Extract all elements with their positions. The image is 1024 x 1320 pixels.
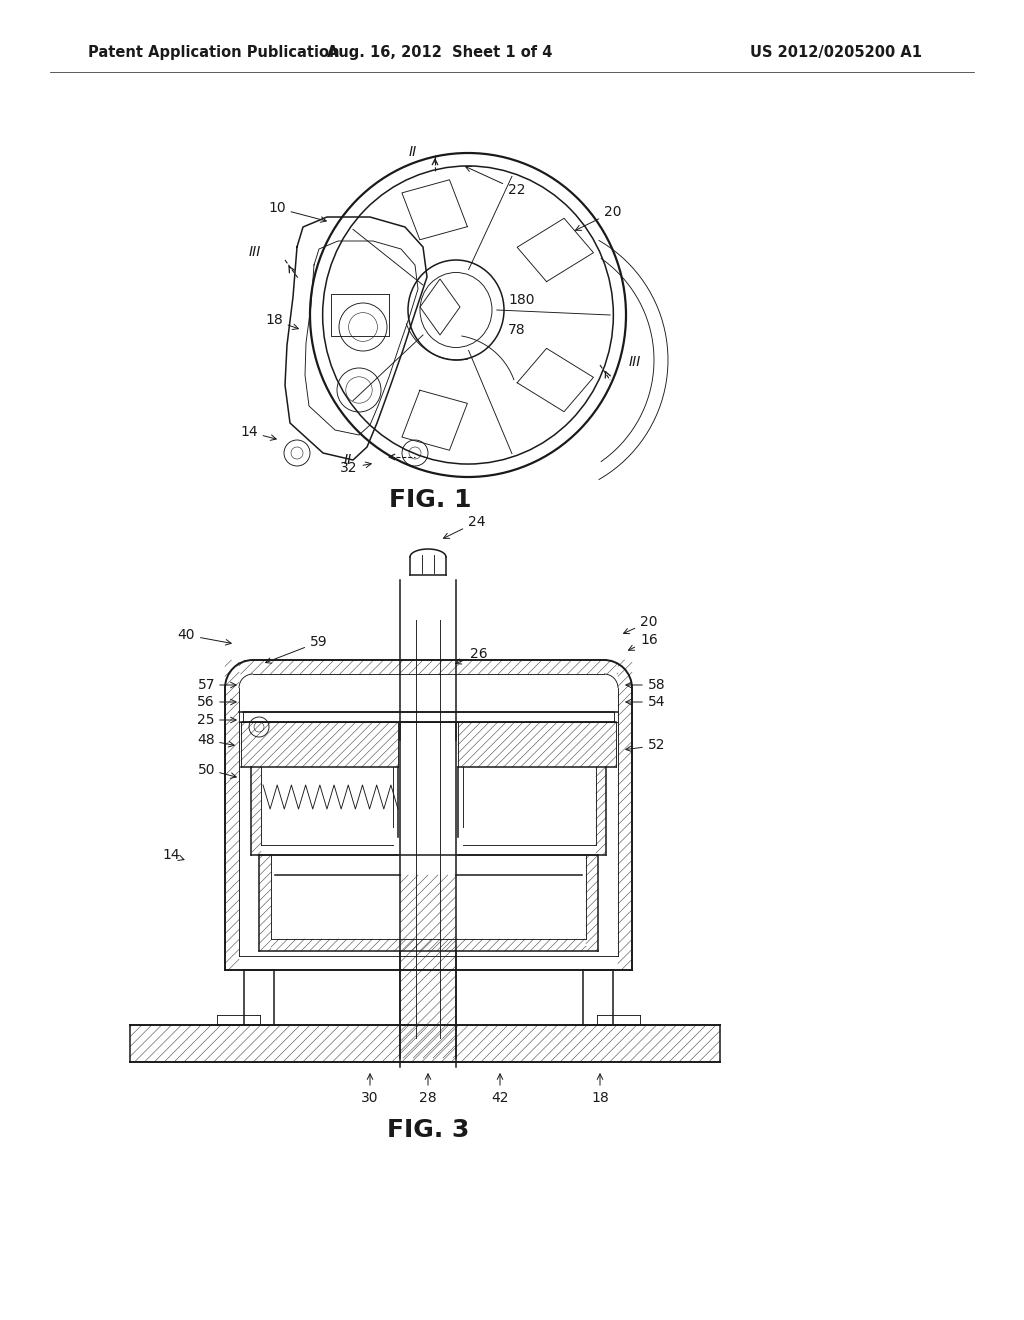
Text: 78: 78 xyxy=(508,323,525,337)
Text: 48: 48 xyxy=(198,733,215,747)
Text: II: II xyxy=(409,145,417,158)
Text: II: II xyxy=(344,453,352,467)
Text: 57: 57 xyxy=(198,678,215,692)
Text: III: III xyxy=(629,355,641,370)
Text: 14: 14 xyxy=(162,847,184,862)
Text: 22: 22 xyxy=(466,166,525,197)
Text: 24: 24 xyxy=(443,515,485,539)
Text: 20: 20 xyxy=(575,205,622,231)
Text: 28: 28 xyxy=(419,1092,437,1105)
Text: 18: 18 xyxy=(591,1092,609,1105)
Text: US 2012/0205200 A1: US 2012/0205200 A1 xyxy=(750,45,922,59)
Text: 56: 56 xyxy=(198,696,215,709)
Text: 20: 20 xyxy=(624,615,657,634)
Text: 18: 18 xyxy=(265,313,298,330)
Text: 54: 54 xyxy=(648,696,666,709)
Text: 26: 26 xyxy=(456,647,487,664)
Text: 59: 59 xyxy=(265,635,328,663)
Text: III: III xyxy=(249,246,261,259)
Text: Patent Application Publication: Patent Application Publication xyxy=(88,45,340,59)
Text: FIG. 1: FIG. 1 xyxy=(389,488,471,512)
Text: 40: 40 xyxy=(177,628,231,645)
Text: 58: 58 xyxy=(648,678,666,692)
Text: 42: 42 xyxy=(492,1092,509,1105)
Text: 10: 10 xyxy=(268,201,327,222)
Text: 50: 50 xyxy=(198,763,215,777)
Text: 52: 52 xyxy=(648,738,666,752)
Text: Aug. 16, 2012  Sheet 1 of 4: Aug. 16, 2012 Sheet 1 of 4 xyxy=(328,45,553,59)
Text: 14: 14 xyxy=(240,425,276,441)
Text: 30: 30 xyxy=(361,1092,379,1105)
Text: FIG. 3: FIG. 3 xyxy=(387,1118,469,1142)
Text: 25: 25 xyxy=(198,713,215,727)
Text: 16: 16 xyxy=(629,634,657,651)
Text: 180: 180 xyxy=(508,293,535,308)
Text: 32: 32 xyxy=(340,461,372,475)
